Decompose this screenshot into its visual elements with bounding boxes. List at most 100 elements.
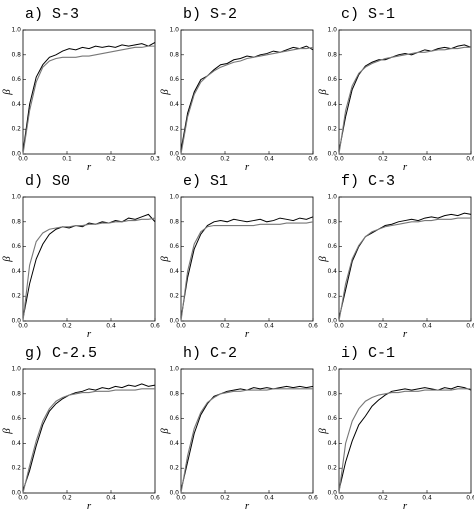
x-tick-label: 0.2 xyxy=(220,323,230,330)
panel-title: a) S-3 xyxy=(25,6,79,23)
y-axis-label: β xyxy=(159,428,171,435)
x-tick-label: 0.6 xyxy=(308,323,318,330)
y-tick-label: 0.4 xyxy=(169,101,179,108)
y-tick-label: 0.8 xyxy=(169,51,179,58)
y-tick-label: 1.0 xyxy=(11,27,21,34)
plot-frame xyxy=(22,29,156,155)
data-line xyxy=(180,388,313,494)
x-tick-label: 0.6 xyxy=(150,495,160,502)
plot-frame xyxy=(180,29,314,155)
y-tick-label: 0.0 xyxy=(11,490,21,497)
x-tick-label: 0.2 xyxy=(106,156,116,163)
data-line xyxy=(338,46,471,155)
x-tick-label: 0.6 xyxy=(308,495,318,502)
data-line xyxy=(180,221,314,322)
y-tick-label: 0.0 xyxy=(327,490,337,497)
plot-frame xyxy=(180,196,314,322)
y-tick-label: 0.2 xyxy=(327,126,337,133)
y-tick-label: 0.4 xyxy=(169,440,179,447)
y-axis-label: β xyxy=(1,428,13,435)
y-tick-label: 1.0 xyxy=(11,366,21,373)
x-tick-label: 0.4 xyxy=(106,323,116,330)
y-tick-label: 0.2 xyxy=(11,293,21,300)
x-tick-label: 0.4 xyxy=(264,156,274,163)
y-tick-label: 0.6 xyxy=(11,76,21,83)
y-tick-label: 0.4 xyxy=(11,268,21,275)
y-tick-label: 0.2 xyxy=(327,465,337,472)
y-axis-label: β xyxy=(159,89,171,96)
x-tick-label: 0.2 xyxy=(378,323,388,330)
y-tick-label: 0.0 xyxy=(11,318,21,325)
x-tick-label: 0.4 xyxy=(422,323,432,330)
panel-title: f) C-3 xyxy=(341,173,395,190)
x-tick-label: 0.6 xyxy=(466,156,474,163)
y-tick-label: 0.8 xyxy=(327,51,337,58)
x-tick-label: 0.2 xyxy=(62,323,72,330)
plot-frame xyxy=(22,368,156,494)
data-line xyxy=(180,46,314,155)
x-tick-label: 0.1 xyxy=(62,156,72,163)
y-tick-label: 0.4 xyxy=(327,268,337,275)
panel-title: g) C-2.5 xyxy=(25,345,97,362)
y-tick-label: 1.0 xyxy=(327,194,337,201)
y-tick-label: 0.0 xyxy=(169,490,179,497)
panel-title: h) C-2 xyxy=(183,345,237,362)
plot-frame xyxy=(338,29,472,155)
y-tick-label: 0.4 xyxy=(169,268,179,275)
y-tick-label: 1.0 xyxy=(169,27,179,34)
y-tick-label: 0.6 xyxy=(11,243,21,250)
x-tick-label: 0.6 xyxy=(308,156,318,163)
y-tick-label: 0.4 xyxy=(327,101,337,108)
y-tick-label: 0.2 xyxy=(11,465,21,472)
y-tick-label: 0.6 xyxy=(327,415,337,422)
x-axis-label: r xyxy=(403,161,408,173)
y-tick-label: 0.2 xyxy=(169,126,179,133)
x-tick-label: 0.2 xyxy=(378,156,388,163)
x-axis-label: r xyxy=(245,161,250,173)
y-tick-label: 0.0 xyxy=(327,151,337,158)
x-tick-label: 0.2 xyxy=(378,495,388,502)
plot-frame xyxy=(338,368,472,494)
y-axis-label: β xyxy=(159,256,171,263)
x-tick-label: 0.0 xyxy=(334,156,344,163)
x-tick-label: 0.4 xyxy=(106,495,116,502)
x-tick-label: 0.4 xyxy=(264,495,274,502)
panel-title: b) S-2 xyxy=(183,6,237,23)
x-tick-label: 0.0 xyxy=(176,323,186,330)
panel-title: c) S-1 xyxy=(341,6,395,23)
y-tick-label: 0.0 xyxy=(11,151,21,158)
data-line xyxy=(180,45,314,151)
x-axis-label: r xyxy=(403,328,408,340)
x-axis-label: r xyxy=(87,161,92,173)
x-tick-label: 0.0 xyxy=(176,495,186,502)
y-tick-label: 0.8 xyxy=(327,390,337,397)
data-line xyxy=(22,217,156,322)
x-tick-label: 0.2 xyxy=(62,495,72,502)
y-tick-label: 0.8 xyxy=(11,218,21,225)
y-tick-label: 0.6 xyxy=(327,76,337,83)
y-tick-label: 0.2 xyxy=(327,293,337,300)
data-line xyxy=(338,388,471,494)
x-tick-label: 0.4 xyxy=(422,495,432,502)
y-tick-label: 0.6 xyxy=(169,415,179,422)
y-tick-label: 0.8 xyxy=(169,218,179,225)
x-axis-label: r xyxy=(87,500,92,512)
y-axis-label: β xyxy=(317,89,329,96)
y-tick-label: 0.4 xyxy=(11,440,21,447)
x-tick-label: 0.2 xyxy=(220,156,230,163)
x-tick-label: 0.0 xyxy=(18,495,28,502)
plot-frame xyxy=(338,196,472,322)
x-tick-label: 0.4 xyxy=(264,323,274,330)
y-tick-label: 0.8 xyxy=(11,51,21,58)
panel-title: i) C-1 xyxy=(341,345,395,362)
y-tick-label: 0.6 xyxy=(169,76,179,83)
data-line xyxy=(338,44,472,152)
y-tick-label: 1.0 xyxy=(169,194,179,201)
data-line xyxy=(22,213,156,319)
y-axis-label: β xyxy=(1,89,13,96)
y-tick-label: 0.8 xyxy=(169,390,179,397)
y-tick-label: 0.4 xyxy=(327,440,337,447)
x-tick-label: 0.0 xyxy=(176,156,186,163)
data-line xyxy=(22,41,156,152)
